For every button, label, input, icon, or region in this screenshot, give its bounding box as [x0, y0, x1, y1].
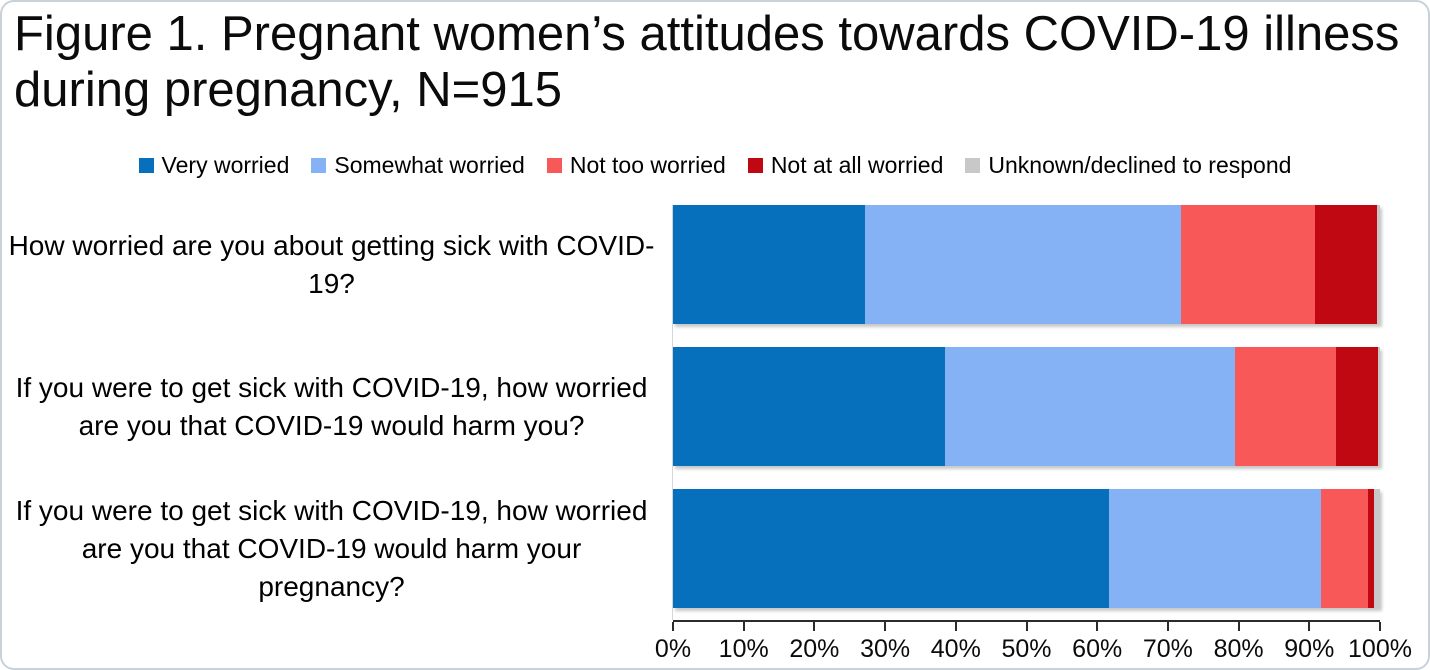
legend-item-somewhat-worried: Somewhat worried: [311, 152, 525, 178]
x-axis-tick: [1096, 622, 1099, 631]
legend-label: Very worried: [161, 152, 290, 178]
legend-label: Unknown/declined to respond: [988, 152, 1292, 178]
legend-swatch-icon: [747, 157, 763, 173]
x-axis-tick-label: 50%: [1001, 635, 1052, 663]
stacked-bar: [673, 489, 1380, 608]
x-axis-tick: [1379, 622, 1381, 631]
stacked-bar-chart: How worried are you about getting sick w…: [2, 205, 1412, 666]
bar-segment: [1367, 489, 1375, 608]
stacked-bar: [673, 205, 1380, 324]
x-axis-tick-label: 30%: [860, 635, 911, 663]
x-axis-tick-label: 80%: [1213, 635, 1264, 663]
category-label-harm-pregnancy: If you were to get sick with COVID-19, h…: [15, 494, 648, 602]
bar-segment: [1374, 489, 1380, 608]
bar-segment: [945, 347, 1236, 466]
chart-row: How worried are you about getting sick w…: [2, 205, 1380, 324]
x-axis-tick: [954, 622, 957, 631]
x-axis-tick-label: 20%: [789, 635, 840, 663]
chart-row: If you were to get sick with COVID-19, h…: [2, 489, 1380, 608]
x-axis-tick: [672, 622, 674, 631]
bar-segment: [673, 489, 1110, 608]
legend-label: Somewhat worried: [334, 152, 525, 178]
chart-row: If you were to get sick with COVID-19, h…: [2, 347, 1380, 466]
category-label-harm-you: If you were to get sick with COVID-19, h…: [15, 371, 648, 441]
category-label-getting-sick: How worried are you about getting sick w…: [8, 229, 655, 299]
stacked-bar: [673, 347, 1380, 466]
legend-swatch-icon: [138, 157, 154, 173]
legend-swatch-icon: [546, 157, 562, 173]
bar-segment: [1235, 347, 1337, 466]
x-axis-tick-label: 10%: [718, 635, 769, 663]
legend-swatch-icon: [965, 157, 981, 173]
bar-segment: [1377, 205, 1380, 324]
bar-segment: [1321, 489, 1368, 608]
legend-item-not-at-all-worried: Not at all worried: [747, 152, 944, 178]
x-axis-tick-label: 40%: [930, 635, 981, 663]
axis-spacer: [2, 620, 673, 666]
x-axis: 0% 10% 20% 30% 40% 50% 60% 70% 80% 90% 100%: [655, 620, 1412, 666]
x-axis-tick-label: 100%: [1348, 635, 1412, 663]
x-axis-tick: [1166, 622, 1169, 631]
bar-segment: [1181, 205, 1315, 324]
bar-segment: [673, 347, 946, 466]
x-axis-tick: [884, 622, 887, 631]
x-axis-tick-label: 60%: [1072, 635, 1123, 663]
x-axis-tick: [742, 622, 745, 631]
x-axis-tick: [1237, 622, 1240, 631]
x-axis-tick: [813, 622, 816, 631]
legend-item-unknown: Unknown/declined to respond: [965, 152, 1291, 178]
x-axis-tick-label: 90%: [1284, 635, 1335, 663]
bar-segment: [1314, 205, 1378, 324]
bar-segment: [1109, 489, 1322, 608]
legend-swatch-icon: [311, 157, 327, 173]
y-axis-line: [672, 205, 673, 620]
legend-item-very-worried: Very worried: [138, 152, 290, 178]
bar-segment: [673, 205, 866, 324]
chart-legend: Very worried Somewhat worried Not too wo…: [2, 152, 1428, 178]
x-axis-tick: [1308, 622, 1311, 631]
figure-title: Figure 1. Pregnant women’s attitudes tow…: [14, 7, 1400, 117]
legend-label: Not at all worried: [770, 152, 944, 178]
bar-segment: [1336, 347, 1378, 466]
bar-segment: [865, 205, 1182, 324]
x-axis-tick-label: 0%: [654, 635, 692, 663]
x-axis-tick-label: 70%: [1142, 635, 1193, 663]
x-axis-tick: [1025, 622, 1028, 631]
legend-label: Not too worried: [569, 152, 726, 178]
bar-segment: [1377, 347, 1380, 466]
x-axis-row: 0% 10% 20% 30% 40% 50% 60% 70% 80% 90% 100%: [2, 620, 1412, 666]
legend-item-not-too-worried: Not too worried: [546, 152, 726, 178]
